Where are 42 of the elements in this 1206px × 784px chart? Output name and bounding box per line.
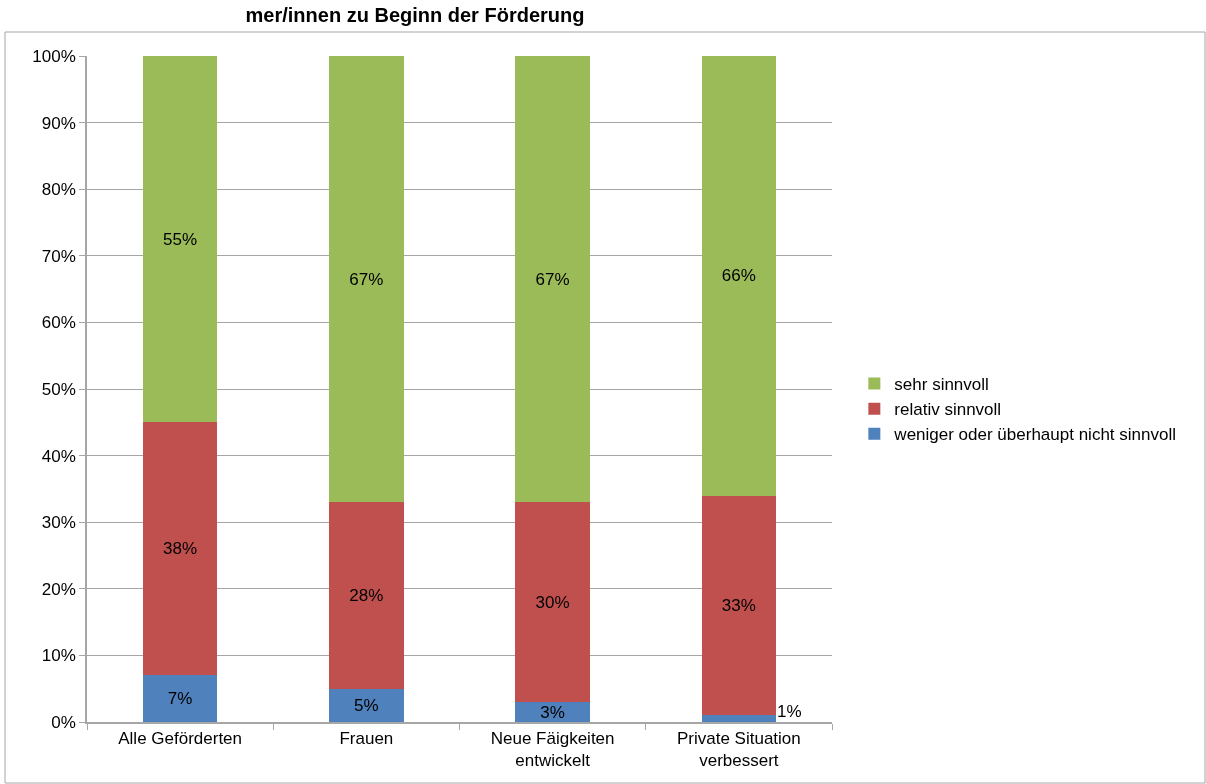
y-tick-label: 80%	[41, 180, 76, 200]
y-tick-label: 30%	[41, 513, 76, 533]
data-label: 55%	[163, 229, 198, 249]
bar	[329, 688, 404, 722]
y-tick-label: 40%	[41, 446, 76, 466]
bar	[515, 56, 590, 503]
data-label: 5%	[354, 695, 379, 715]
legend-label: weniger oder überhaupt nicht sinnvoll	[893, 425, 1176, 445]
y-tick-label: 100%	[32, 46, 76, 66]
x-tick-label: Alle Geförderten	[118, 729, 243, 749]
data-label: 33%	[721, 595, 756, 615]
bar	[329, 56, 404, 503]
data-label: 30%	[535, 592, 570, 612]
y-tick-label: 90%	[41, 113, 76, 133]
data-label: 3%	[540, 702, 565, 722]
bar	[142, 675, 218, 722]
bar	[142, 422, 218, 676]
bar	[701, 495, 777, 716]
data-label: 66%	[721, 266, 756, 286]
y-tick-label: 50%	[41, 379, 76, 399]
legend-label: relativ sinnvoll	[894, 400, 1002, 420]
x-tick-label: Neue Fäigkeiten entwickelt	[490, 729, 615, 771]
data-label: 67%	[349, 269, 384, 289]
bar	[701, 715, 777, 722]
data-label: 38%	[163, 539, 198, 559]
x-tick-label: Private Situation verbessert	[676, 729, 801, 771]
bar	[515, 502, 590, 703]
y-tick-label: 0%	[51, 712, 76, 732]
bar	[142, 56, 218, 423]
data-label: 7%	[167, 689, 193, 709]
x-tick-label: Frauen	[339, 729, 394, 749]
bar	[701, 56, 777, 496]
chart-title: mer/innen zu Beginn der Förderung	[245, 4, 585, 27]
bar	[329, 502, 404, 689]
legend-label: sehr sinnvoll	[894, 375, 989, 395]
y-tick-label: 60%	[41, 313, 76, 333]
data-label: 28%	[349, 585, 384, 605]
y-tick-label: 10%	[41, 646, 76, 666]
y-tick-label: 20%	[41, 579, 76, 599]
data-label: 1%	[777, 702, 802, 721]
y-tick-label: 70%	[41, 246, 76, 266]
data-label: 67%	[535, 269, 570, 289]
